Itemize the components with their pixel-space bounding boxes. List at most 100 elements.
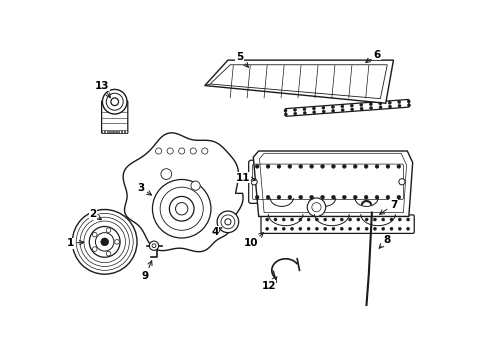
FancyBboxPatch shape	[261, 215, 413, 233]
Circle shape	[374, 165, 378, 168]
Bar	[104, 130, 105, 133]
Circle shape	[359, 103, 362, 107]
Circle shape	[290, 218, 293, 221]
Circle shape	[89, 226, 120, 257]
Circle shape	[350, 108, 353, 111]
Circle shape	[364, 195, 367, 199]
Circle shape	[293, 108, 296, 111]
Circle shape	[167, 148, 173, 154]
Circle shape	[381, 218, 384, 221]
Circle shape	[106, 93, 123, 110]
Circle shape	[72, 210, 137, 274]
Circle shape	[92, 232, 97, 237]
Circle shape	[80, 217, 129, 266]
Polygon shape	[253, 151, 412, 216]
Circle shape	[255, 195, 259, 199]
Circle shape	[224, 219, 230, 225]
Text: 4: 4	[211, 227, 221, 237]
Circle shape	[190, 181, 200, 190]
Circle shape	[368, 103, 371, 106]
Circle shape	[407, 104, 410, 107]
Circle shape	[76, 213, 133, 270]
Circle shape	[306, 198, 325, 216]
Circle shape	[277, 165, 280, 168]
Bar	[116, 130, 117, 133]
Circle shape	[341, 109, 344, 112]
Circle shape	[331, 218, 334, 221]
Circle shape	[255, 165, 259, 168]
Circle shape	[385, 165, 389, 168]
Circle shape	[282, 218, 285, 221]
Circle shape	[320, 165, 324, 168]
Circle shape	[309, 195, 313, 199]
Circle shape	[323, 218, 326, 221]
Circle shape	[331, 109, 334, 112]
Text: 8: 8	[378, 235, 390, 248]
Bar	[105, 130, 106, 133]
Circle shape	[309, 165, 313, 168]
Circle shape	[311, 203, 321, 212]
Text: 2: 2	[89, 209, 102, 220]
Circle shape	[178, 148, 184, 154]
Circle shape	[387, 101, 390, 104]
Circle shape	[356, 218, 359, 221]
Circle shape	[290, 227, 293, 230]
Text: 12: 12	[261, 277, 276, 291]
Circle shape	[284, 113, 287, 116]
Circle shape	[331, 227, 334, 230]
FancyBboxPatch shape	[102, 101, 127, 133]
FancyBboxPatch shape	[248, 160, 407, 203]
Polygon shape	[123, 133, 243, 252]
Text: 3: 3	[137, 183, 151, 195]
Circle shape	[342, 165, 346, 168]
Circle shape	[298, 218, 301, 221]
Text: 9: 9	[142, 261, 152, 281]
Circle shape	[353, 165, 356, 168]
Circle shape	[102, 89, 127, 114]
Circle shape	[396, 195, 400, 199]
Circle shape	[160, 187, 203, 230]
Bar	[119, 130, 121, 133]
Text: 6: 6	[365, 50, 379, 63]
Circle shape	[378, 106, 381, 109]
Circle shape	[369, 107, 372, 109]
Circle shape	[282, 227, 285, 230]
Circle shape	[321, 106, 325, 109]
Circle shape	[265, 227, 268, 230]
Circle shape	[111, 98, 118, 105]
Circle shape	[273, 227, 276, 230]
Circle shape	[315, 218, 318, 221]
Circle shape	[340, 227, 343, 230]
Circle shape	[161, 169, 171, 180]
Circle shape	[365, 227, 367, 230]
Circle shape	[398, 179, 404, 185]
Circle shape	[92, 247, 97, 251]
Circle shape	[331, 165, 335, 168]
Text: 1: 1	[66, 238, 84, 248]
Circle shape	[221, 215, 234, 229]
Bar	[123, 130, 125, 133]
Bar	[118, 130, 119, 133]
Circle shape	[265, 195, 269, 199]
Circle shape	[365, 218, 367, 221]
Circle shape	[353, 195, 356, 199]
Circle shape	[359, 107, 363, 110]
Circle shape	[302, 108, 305, 111]
Bar	[113, 130, 114, 133]
Circle shape	[306, 227, 309, 230]
Circle shape	[306, 218, 309, 221]
Circle shape	[406, 218, 409, 221]
Circle shape	[152, 244, 156, 248]
Circle shape	[217, 211, 238, 233]
Circle shape	[265, 218, 268, 221]
Circle shape	[396, 165, 400, 168]
Circle shape	[202, 148, 207, 154]
Circle shape	[331, 195, 335, 199]
Circle shape	[287, 165, 291, 168]
Text: 10: 10	[243, 233, 263, 248]
Circle shape	[381, 227, 384, 230]
Text: 5: 5	[235, 52, 248, 67]
Circle shape	[106, 251, 111, 256]
Circle shape	[349, 104, 353, 107]
Circle shape	[348, 227, 351, 230]
